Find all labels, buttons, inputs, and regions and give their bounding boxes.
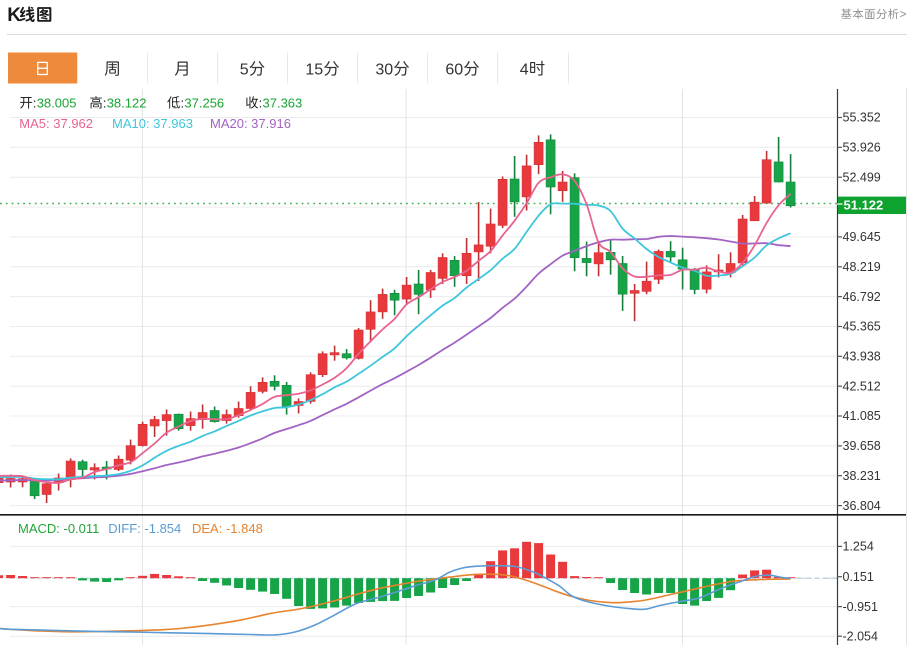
svg-text:38.005: 38.005 (37, 96, 77, 111)
svg-text:55.352: 55.352 (843, 111, 881, 125)
svg-text:52.499: 52.499 (843, 170, 881, 184)
svg-text:MA5: 37.962: MA5: 37.962 (19, 116, 93, 131)
svg-text:-2.054: -2.054 (843, 629, 878, 643)
svg-text::: : (181, 96, 185, 111)
svg-text:43.938: 43.938 (843, 350, 881, 364)
svg-text::: : (33, 96, 37, 111)
svg-text:5: 5 (240, 62, 249, 79)
svg-text:K: K (7, 5, 21, 26)
svg-text::: : (259, 96, 263, 111)
svg-text:45.365: 45.365 (843, 320, 881, 334)
svg-text:38.122: 38.122 (107, 96, 147, 111)
svg-text:4: 4 (520, 62, 529, 79)
svg-text:MA20: 37.916: MA20: 37.916 (210, 116, 291, 131)
svg-text:1.254: 1.254 (843, 540, 874, 554)
svg-text:51.122: 51.122 (844, 198, 884, 213)
svg-text:0.151: 0.151 (843, 570, 874, 584)
svg-text:37.363: 37.363 (263, 96, 303, 111)
svg-text:15: 15 (305, 62, 323, 79)
svg-text:MA10: 37.963: MA10: 37.963 (112, 116, 193, 131)
svg-text:46.792: 46.792 (843, 290, 881, 304)
svg-text:39.658: 39.658 (843, 439, 881, 453)
svg-text:-0.951: -0.951 (843, 600, 878, 614)
svg-text:>: > (900, 7, 907, 21)
svg-text:41.085: 41.085 (843, 409, 881, 423)
svg-text:DIFF: -1.854: DIFF: -1.854 (108, 521, 181, 536)
svg-text:48.219: 48.219 (843, 260, 881, 274)
svg-text:60: 60 (445, 62, 463, 79)
svg-text:30: 30 (375, 62, 393, 79)
svg-text:42.512: 42.512 (843, 379, 881, 393)
svg-text:38.231: 38.231 (843, 469, 881, 483)
svg-text:36.804: 36.804 (843, 499, 881, 513)
svg-text:DEA: -1.848: DEA: -1.848 (192, 521, 263, 536)
svg-text::: : (103, 96, 107, 111)
svg-text:53.926: 53.926 (843, 141, 881, 155)
svg-text:37.256: 37.256 (184, 96, 224, 111)
svg-text:49.645: 49.645 (843, 230, 881, 244)
svg-text:MACD: -0.011: MACD: -0.011 (18, 521, 99, 536)
